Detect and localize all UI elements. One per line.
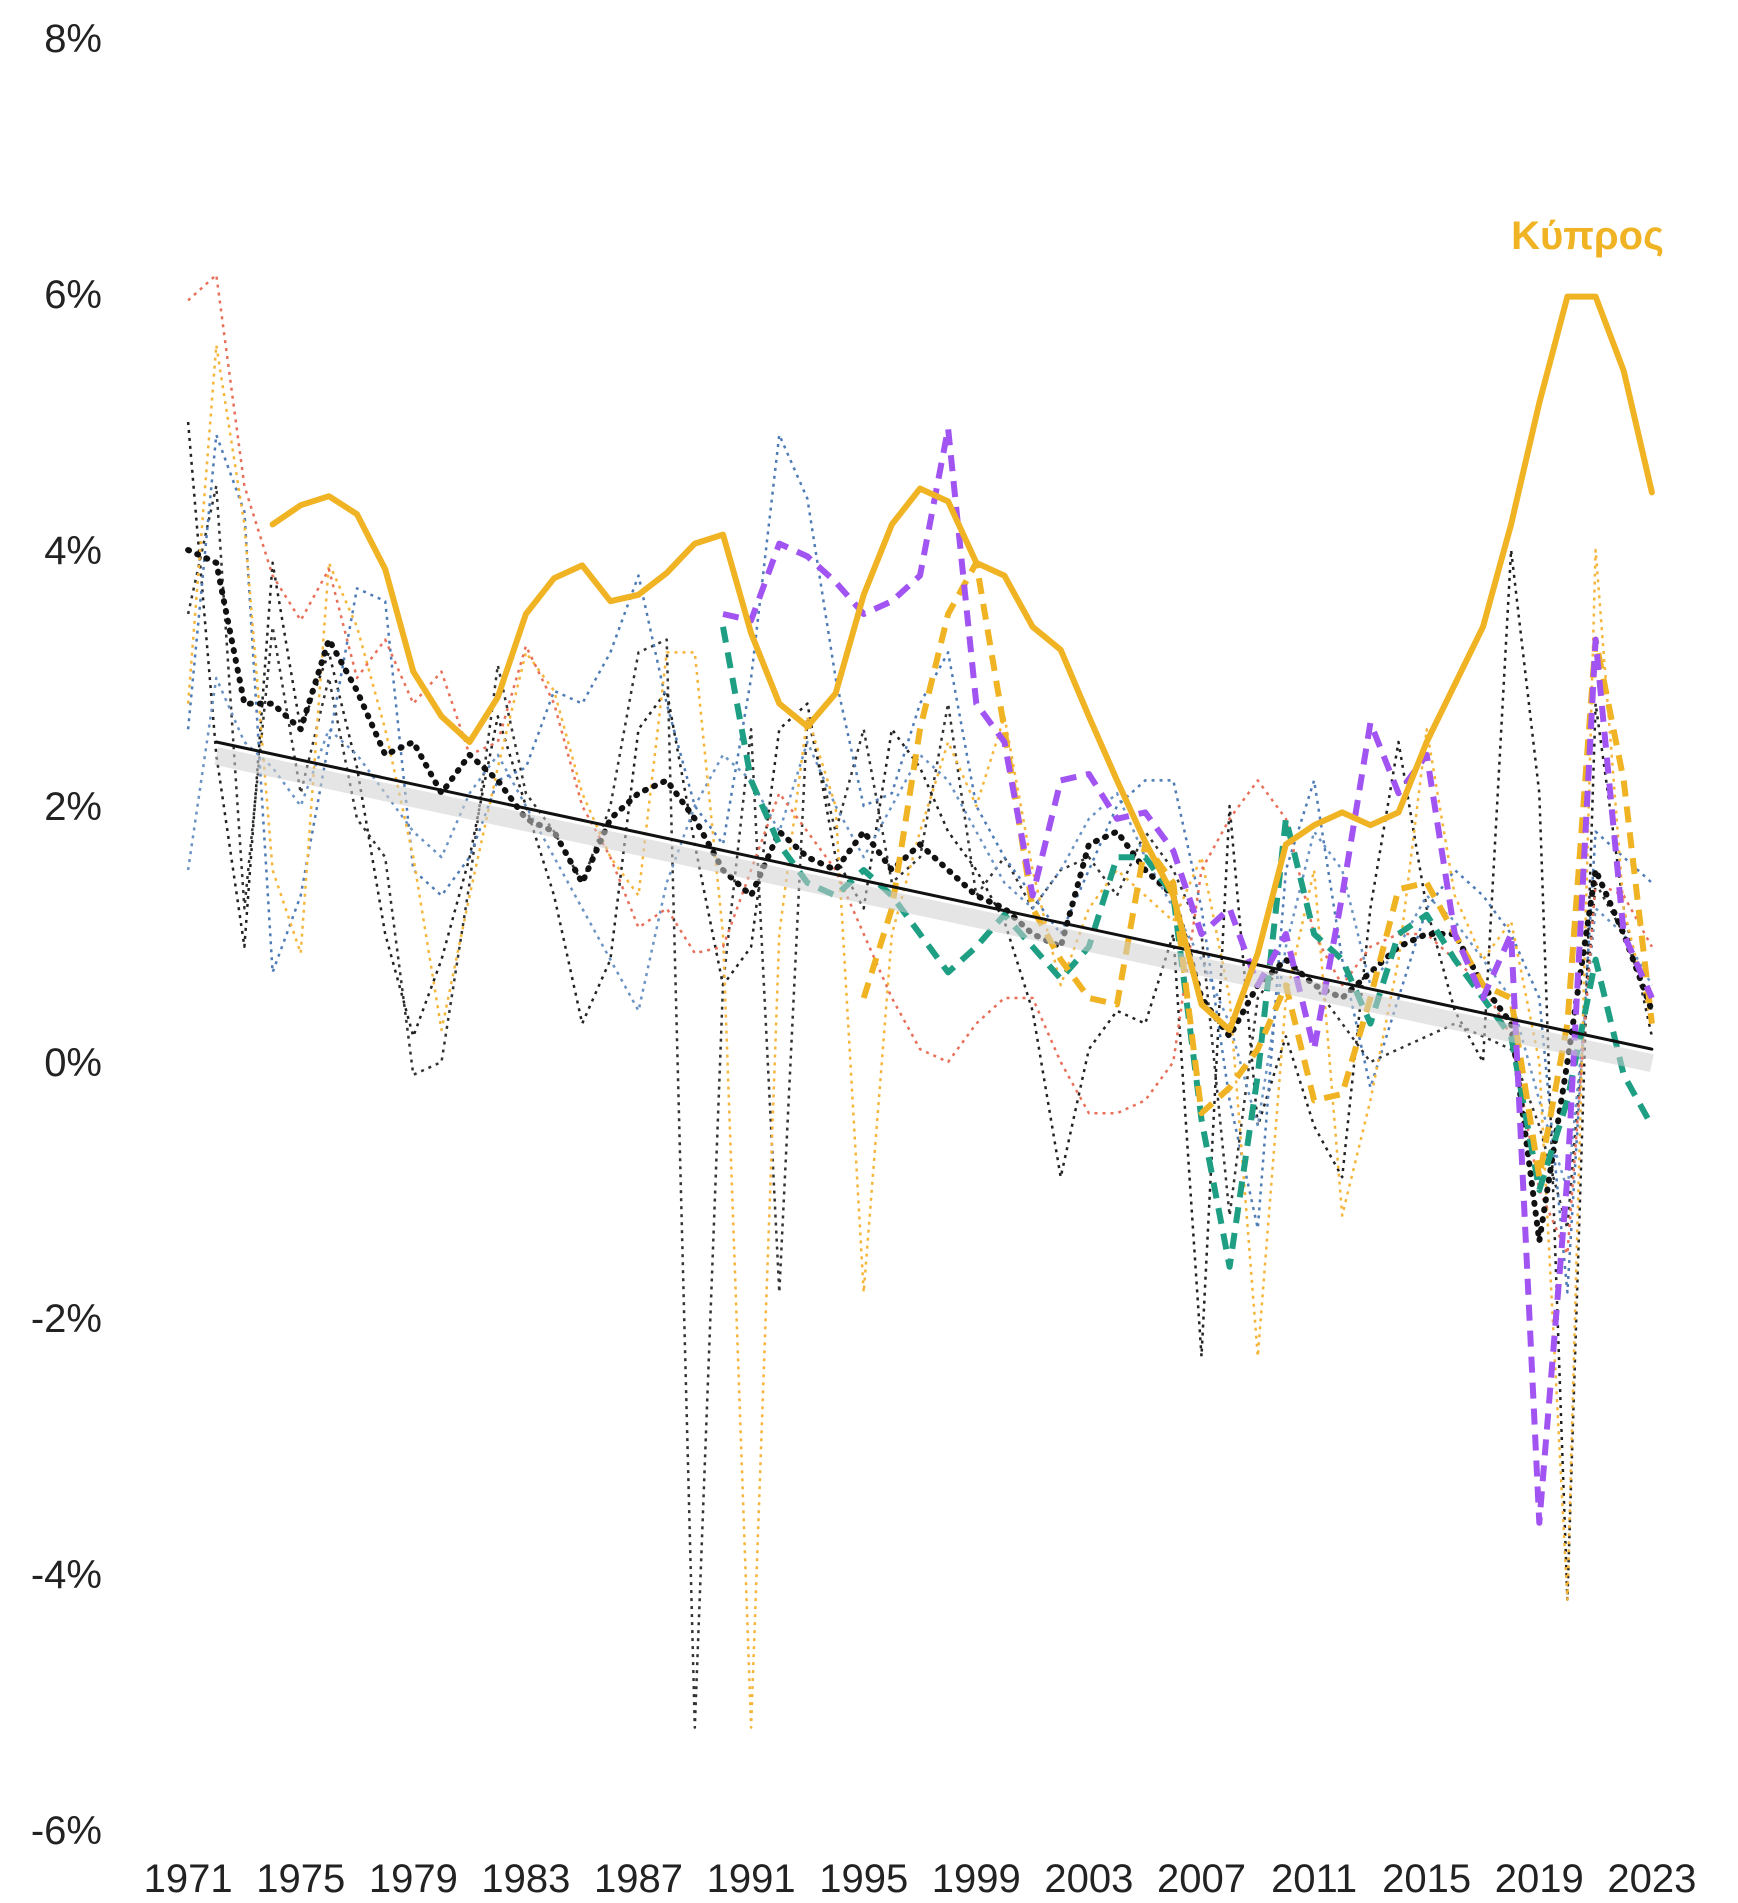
x-tick-label: 1979 xyxy=(369,1857,458,1901)
x-tick-label: 1995 xyxy=(819,1857,908,1901)
y-tick-label: 8% xyxy=(44,17,102,61)
x-tick-label: 1991 xyxy=(707,1857,796,1901)
series-label-cyprus: Κύπρος xyxy=(1511,214,1664,258)
x-tick-label: 1975 xyxy=(256,1857,345,1901)
x-tick-label: 1983 xyxy=(481,1857,570,1901)
y-tick-label: -6% xyxy=(31,1809,102,1853)
series-line-cyprus xyxy=(269,293,1655,1033)
x-tick-label: 2023 xyxy=(1607,1857,1696,1901)
y-tick-label: 2% xyxy=(44,785,102,829)
series-line xyxy=(186,421,1654,1601)
y-tick-label: 6% xyxy=(44,273,102,317)
x-tick-label: 1999 xyxy=(932,1857,1021,1901)
series-line xyxy=(722,425,1655,1526)
series-line xyxy=(185,547,1655,1245)
series-line xyxy=(860,559,1655,1181)
series-line xyxy=(186,433,1653,1294)
series-line xyxy=(186,484,1654,1729)
x-axis-tick-labels: 1971 1975 1979 1983 1987 1991 1995 1999 2003 2007… xyxy=(144,1857,1697,1901)
annotation-layer: Κύπρος xyxy=(1511,214,1664,258)
x-tick-label: 2019 xyxy=(1495,1857,1584,1901)
x-tick-label: 2015 xyxy=(1382,1857,1471,1901)
x-tick-label: 1987 xyxy=(594,1857,683,1901)
y-tick-label: -2% xyxy=(31,1297,102,1341)
y-tick-label: 0% xyxy=(44,1041,102,1085)
x-tick-label: 1971 xyxy=(144,1857,233,1901)
y-axis-tick-labels: -6% -4% -2% 0% 2% 4% 6% 8% xyxy=(31,17,102,1853)
x-tick-label: 2003 xyxy=(1044,1857,1133,1901)
x-tick-label: 2011 xyxy=(1271,1857,1357,1901)
y-tick-label: -4% xyxy=(31,1553,102,1597)
y-tick-label: 4% xyxy=(44,529,102,573)
trend-line xyxy=(214,740,1654,1051)
trend-line-shadow xyxy=(214,747,1654,1073)
x-tick-label: 2007 xyxy=(1157,1857,1246,1901)
series-line xyxy=(187,273,1653,1256)
series-layer xyxy=(185,273,1655,1729)
